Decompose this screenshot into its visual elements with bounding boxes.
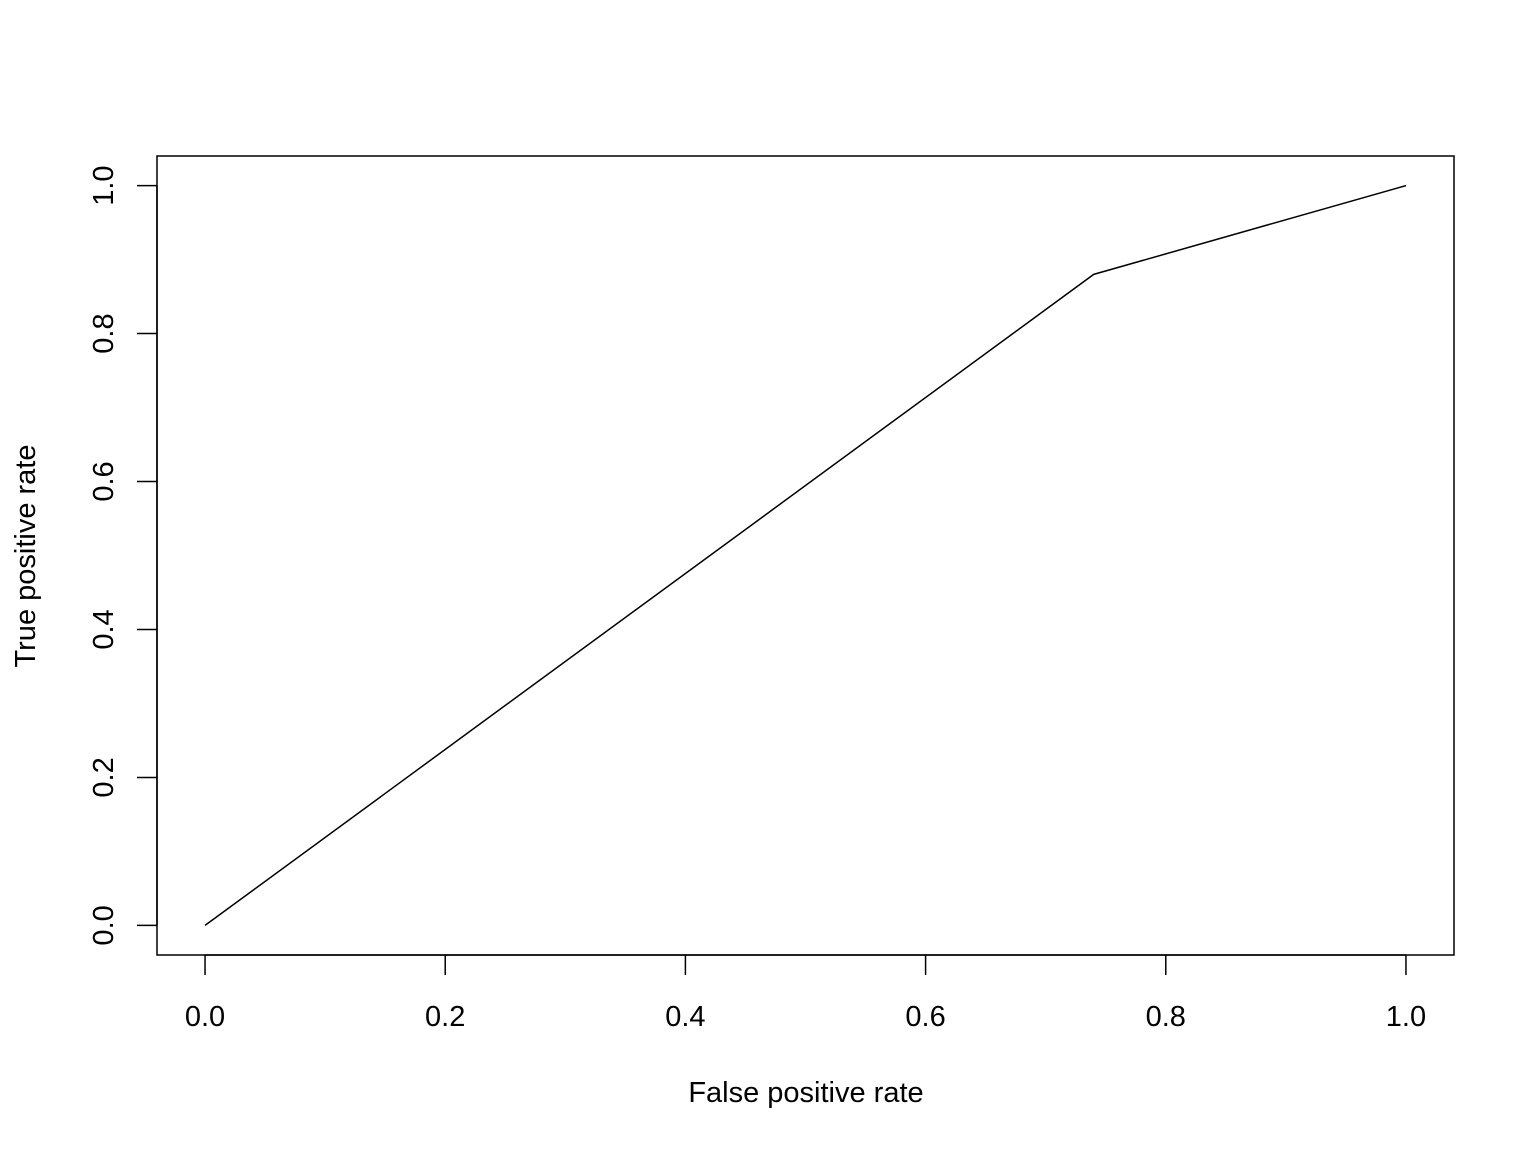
y-axis-title: True positive rate xyxy=(10,445,42,668)
y-tick-label: 0.4 xyxy=(88,609,120,649)
x-tick-label: 0.0 xyxy=(185,1001,225,1033)
x-tick-label: 0.2 xyxy=(425,1001,465,1033)
y-tick-label: 0.2 xyxy=(88,757,120,797)
x-tick-label: 0.8 xyxy=(1146,1001,1186,1033)
x-tick-label: 0.4 xyxy=(665,1001,705,1033)
roc-line xyxy=(204,184,1407,927)
y-tick-label: 0.8 xyxy=(88,313,120,353)
y-tick-label: 0.6 xyxy=(88,461,120,501)
x-tick-label: 1.0 xyxy=(1386,1001,1426,1033)
y-tick-label: 0.0 xyxy=(88,905,120,945)
x-axis-title: False positive rate xyxy=(688,1077,923,1109)
x-tick-label: 0.6 xyxy=(905,1001,945,1033)
y-tick-label: 1.0 xyxy=(88,165,120,205)
